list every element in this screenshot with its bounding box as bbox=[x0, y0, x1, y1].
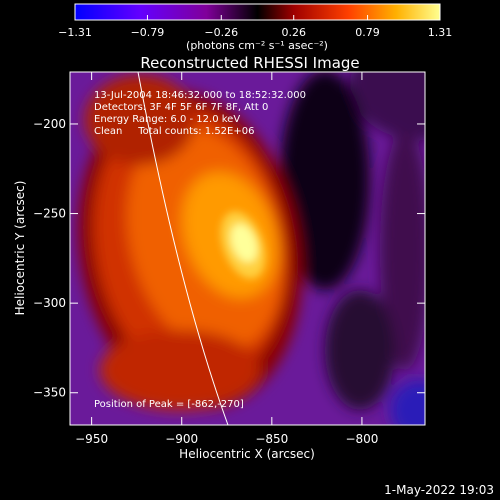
x-tick-label: −800 bbox=[345, 432, 378, 446]
y-tick-label: −200 bbox=[33, 117, 66, 131]
y-axis-tick-labels: −200 −250 −300 −350 bbox=[33, 117, 66, 400]
colorbar-tick-label: −1.31 bbox=[58, 26, 92, 39]
annotation-time-range: 13-Jul-2004 18:46:32.000 to 18:52:32.000 bbox=[94, 90, 306, 101]
x-tick-label: −900 bbox=[165, 432, 198, 446]
x-tick-label: −950 bbox=[75, 432, 108, 446]
y-axis-label: Heliocentric Y (arcsec) bbox=[13, 181, 27, 316]
y-tick-label: −350 bbox=[33, 386, 66, 400]
colorbar-tick-label: 0.26 bbox=[281, 26, 306, 39]
colorbar-tick-label: 0.79 bbox=[355, 26, 380, 39]
x-tick-label: −850 bbox=[255, 432, 288, 446]
x-axis-tick-labels: −950 −900 −850 −800 bbox=[75, 432, 378, 446]
colorbar-tick-labels: −1.31 −0.79 −0.26 0.26 0.79 1.31 bbox=[58, 26, 452, 39]
annotation-clean-counts: Clean Total counts: 1.52E+06 bbox=[94, 126, 254, 137]
plot-frame bbox=[69, 71, 426, 426]
colorbar-tick-label: 1.31 bbox=[428, 26, 453, 39]
heatmap-image bbox=[70, 72, 425, 425]
colorbar-units-label: (photons cm⁻² s⁻¹ asec⁻²) bbox=[186, 39, 328, 52]
footer-date: 1-May-2022 19:03 bbox=[384, 483, 494, 497]
y-tick-label: −250 bbox=[33, 207, 66, 221]
x-axis-label: Heliocentric X (arcsec) bbox=[179, 447, 315, 461]
peak-position-label: Position of Peak = [-862,-270] bbox=[94, 399, 244, 410]
y-axis-ticks bbox=[70, 123, 425, 394]
x-axis-ticks bbox=[91, 72, 363, 425]
colorbar-tick-label: −0.26 bbox=[204, 26, 238, 39]
chart-title: Reconstructed RHESSI Image bbox=[140, 54, 359, 72]
colorbar bbox=[74, 3, 441, 21]
annotation-energy-range: Energy Range: 6.0 - 12.0 keV bbox=[94, 114, 240, 125]
solar-limb-line bbox=[137, 72, 229, 425]
annotation-detectors: Detectors: 3F 4F 5F 6F 7F 8F, Att 0 bbox=[94, 102, 268, 113]
colorbar-tick-label: −0.79 bbox=[131, 26, 165, 39]
y-tick-label: −300 bbox=[33, 296, 66, 310]
colorbar-ticks bbox=[74, 15, 441, 20]
